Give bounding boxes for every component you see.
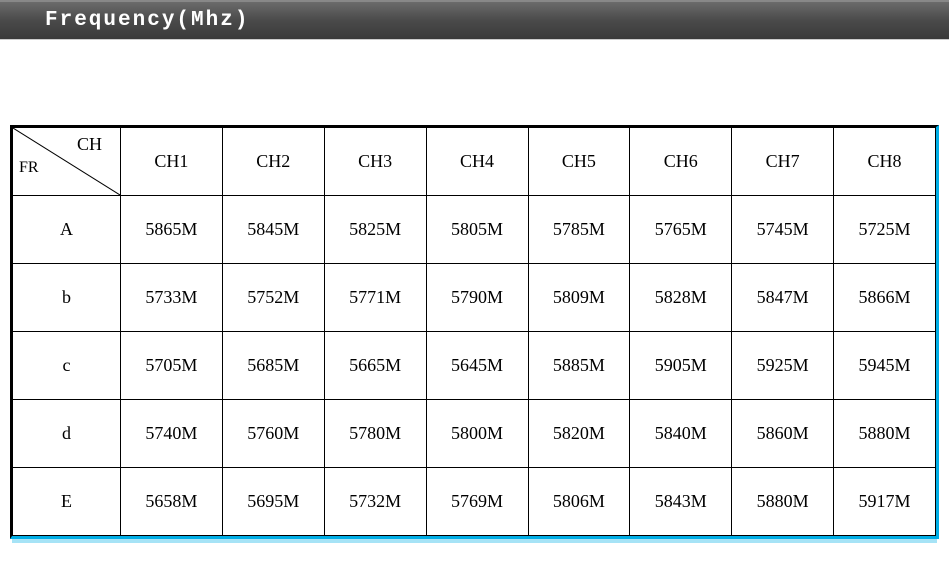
table-cell: 5880M bbox=[732, 468, 834, 536]
table-cell: 5806M bbox=[528, 468, 630, 536]
col-header: CH8 bbox=[834, 128, 936, 196]
table-cell: 5866M bbox=[834, 264, 936, 332]
row-label: b bbox=[13, 264, 121, 332]
col-header: CH2 bbox=[222, 128, 324, 196]
table-cell: 5771M bbox=[324, 264, 426, 332]
table-cell: 5925M bbox=[732, 332, 834, 400]
table-row: b 5733M 5752M 5771M 5790M 5809M 5828M 58… bbox=[13, 264, 936, 332]
table-cell: 5865M bbox=[121, 196, 223, 264]
table-cell: 5800M bbox=[426, 400, 528, 468]
table-cell: 5845M bbox=[222, 196, 324, 264]
table-cell: 5752M bbox=[222, 264, 324, 332]
table-cell: 5732M bbox=[324, 468, 426, 536]
table-row: E 5658M 5695M 5732M 5769M 5806M 5843M 58… bbox=[13, 468, 936, 536]
table-cell: 5880M bbox=[834, 400, 936, 468]
table-header-row: CH FR CH1 CH2 CH3 CH4 CH5 CH6 CH7 CH8 bbox=[13, 128, 936, 196]
table-cell: 5885M bbox=[528, 332, 630, 400]
table-cell: 5725M bbox=[834, 196, 936, 264]
table-cell: 5765M bbox=[630, 196, 732, 264]
table-cell: 5809M bbox=[528, 264, 630, 332]
table-cell: 5769M bbox=[426, 468, 528, 536]
col-header: CH1 bbox=[121, 128, 223, 196]
table-cell: 5685M bbox=[222, 332, 324, 400]
table-row: c 5705M 5685M 5665M 5645M 5885M 5905M 59… bbox=[13, 332, 936, 400]
table-cell: 5805M bbox=[426, 196, 528, 264]
table-cell: 5945M bbox=[834, 332, 936, 400]
table-cell: 5828M bbox=[630, 264, 732, 332]
corner-top-label: CH bbox=[77, 134, 102, 155]
table-cell: 5825M bbox=[324, 196, 426, 264]
row-label: E bbox=[13, 468, 121, 536]
table-cell: 5917M bbox=[834, 468, 936, 536]
page-title: Frequency(Mhz) bbox=[45, 9, 249, 32]
table-cell: 5658M bbox=[121, 468, 223, 536]
table-cell: 5760M bbox=[222, 400, 324, 468]
frequency-table: CH FR CH1 CH2 CH3 CH4 CH5 CH6 CH7 CH8 A … bbox=[12, 127, 936, 536]
header-bar: Frequency(Mhz) bbox=[0, 0, 949, 40]
table-cell: 5695M bbox=[222, 468, 324, 536]
table-cell: 5705M bbox=[121, 332, 223, 400]
table-body: A 5865M 5845M 5825M 5805M 5785M 5765M 57… bbox=[13, 196, 936, 536]
table-cell: 5645M bbox=[426, 332, 528, 400]
table-cell: 5905M bbox=[630, 332, 732, 400]
row-label: c bbox=[13, 332, 121, 400]
table-corner-cell: CH FR bbox=[13, 128, 121, 196]
row-label: A bbox=[13, 196, 121, 264]
col-header: CH5 bbox=[528, 128, 630, 196]
col-header: CH4 bbox=[426, 128, 528, 196]
table-cell: 5780M bbox=[324, 400, 426, 468]
frequency-table-container: CH FR CH1 CH2 CH3 CH4 CH5 CH6 CH7 CH8 A … bbox=[10, 125, 939, 539]
row-label: d bbox=[13, 400, 121, 468]
col-header: CH3 bbox=[324, 128, 426, 196]
table-cell: 5785M bbox=[528, 196, 630, 264]
table-row: d 5740M 5760M 5780M 5800M 5820M 5840M 58… bbox=[13, 400, 936, 468]
table-cell: 5860M bbox=[732, 400, 834, 468]
table-cell: 5665M bbox=[324, 332, 426, 400]
corner-left-label: FR bbox=[19, 159, 39, 177]
table-cell: 5847M bbox=[732, 264, 834, 332]
table-cell: 5733M bbox=[121, 264, 223, 332]
table-cell: 5745M bbox=[732, 196, 834, 264]
table-cell: 5843M bbox=[630, 468, 732, 536]
table-row: A 5865M 5845M 5825M 5805M 5785M 5765M 57… bbox=[13, 196, 936, 264]
table-cell: 5790M bbox=[426, 264, 528, 332]
col-header: CH6 bbox=[630, 128, 732, 196]
table-cell: 5740M bbox=[121, 400, 223, 468]
table-cell: 5840M bbox=[630, 400, 732, 468]
col-header: CH7 bbox=[732, 128, 834, 196]
table-cell: 5820M bbox=[528, 400, 630, 468]
